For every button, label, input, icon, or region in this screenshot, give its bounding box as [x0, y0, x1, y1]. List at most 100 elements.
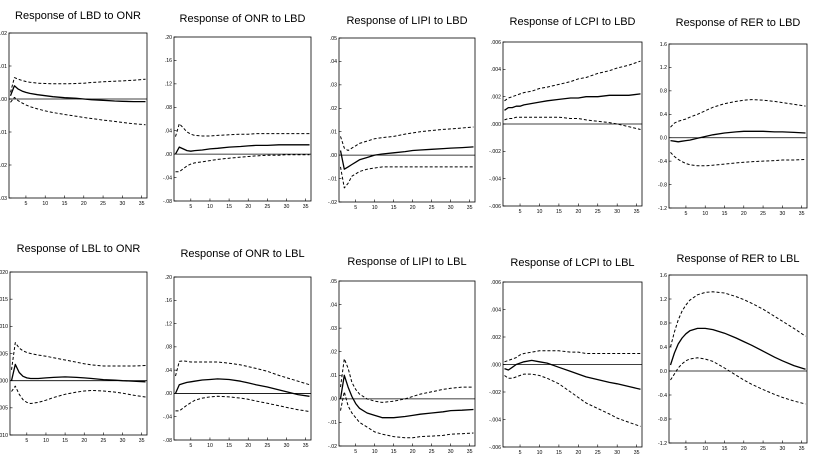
x-tick-label: 5	[519, 450, 522, 456]
y-tick-label: -.01	[328, 176, 337, 182]
plot-frame	[668, 274, 808, 444]
x-tick-label: 5	[684, 446, 687, 452]
y-tick-label: .20	[165, 275, 172, 281]
y-tick-label: .20	[165, 35, 172, 41]
y-tick-label: .08	[165, 105, 172, 111]
y-tick-label: .01	[0, 64, 7, 70]
y-tick-label: -.002	[489, 149, 501, 155]
y-tick-label: .08	[165, 345, 172, 351]
chart-title: Response of LIPI to LBD	[346, 15, 467, 27]
y-tick-label: .01	[330, 373, 337, 379]
y-tick-label: -.006	[489, 445, 501, 451]
x-tick-label: 10	[537, 209, 543, 215]
y-tick-label: .16	[165, 58, 172, 64]
y-tick-label: .00	[165, 391, 172, 397]
x-tick-label: 10	[207, 443, 213, 449]
x-tick-label: 15	[391, 205, 397, 211]
x-tick-label: 15	[556, 209, 562, 215]
y-tick-label: -.010	[0, 433, 8, 439]
chart-title: Response of LBL to ONR	[17, 243, 141, 255]
x-tick-label: 5	[24, 201, 27, 207]
x-tick-label: 15	[391, 449, 397, 455]
plot-frame	[338, 280, 476, 447]
x-tick-label: 25	[100, 438, 106, 444]
y-tick-label: -.004	[489, 417, 501, 423]
plot-frame	[338, 37, 476, 203]
x-tick-label: 10	[372, 205, 378, 211]
response-line	[669, 327, 806, 370]
y-tick-label: 1.2	[660, 65, 667, 71]
response-line	[174, 144, 310, 155]
upper-band-line	[10, 77, 146, 93]
y-tick-label: -0.4	[658, 393, 667, 399]
irf-panel-6: Response of LBL to ONR -.010 -.005 .000 .005…	[0, 243, 148, 444]
response-line	[504, 93, 641, 111]
y-tick-label: .00	[0, 97, 7, 103]
x-tick-label: 35	[634, 450, 640, 456]
x-tick-label: 10	[43, 438, 49, 444]
x-tick-label: 15	[722, 211, 728, 217]
chart-title: Response of ONR to LBL	[180, 248, 304, 260]
x-tick-label: 15	[62, 438, 68, 444]
x-tick-label: 30	[284, 443, 290, 449]
x-tick-label: 30	[779, 211, 785, 217]
x-tick-label: 30	[448, 205, 454, 211]
x-tick-label: 35	[303, 443, 309, 449]
x-tick-label: 25	[760, 211, 766, 217]
plot-frame	[173, 276, 312, 441]
y-tick-label: -.004	[489, 176, 501, 182]
y-tick-label: .015	[0, 297, 8, 303]
y-tick-label: .04	[330, 59, 337, 65]
x-tick-label: 35	[467, 449, 473, 455]
x-tick-label: 5	[354, 205, 357, 211]
x-tick-label: 15	[722, 446, 728, 452]
response-line	[10, 363, 146, 383]
x-tick-label: 5	[519, 209, 522, 215]
y-tick-label: .12	[165, 321, 172, 327]
y-tick-label: 0.4	[660, 345, 667, 351]
x-tick-label: 5	[25, 438, 28, 444]
x-tick-label: 20	[741, 211, 747, 217]
x-tick-label: 20	[410, 205, 416, 211]
y-tick-label: 0.0	[660, 369, 667, 375]
y-tick-label: .03	[330, 83, 337, 89]
y-tick-label: .000	[0, 378, 8, 384]
x-tick-label: 20	[741, 446, 747, 452]
lower-band-line	[175, 154, 310, 173]
lower-band-line	[504, 373, 641, 427]
x-tick-label: 20	[410, 449, 416, 455]
x-tick-label: 10	[537, 450, 543, 456]
y-tick-label: 1.6	[660, 42, 667, 48]
y-tick-label: -.01	[328, 420, 337, 426]
x-tick-label: 15	[62, 201, 68, 207]
y-tick-label: -.006	[489, 204, 501, 210]
y-tick-label: -.08	[163, 199, 172, 205]
y-tick-label: -0.8	[658, 417, 667, 423]
lower-band-line	[504, 116, 641, 130]
x-tick-label: 10	[207, 204, 213, 210]
irf-panel-3: Response of LIPI to LBD -.02 -.01 .00 .01 .02…	[328, 15, 476, 211]
x-tick-label: 5	[189, 443, 192, 449]
y-tick-label: .002	[491, 94, 501, 100]
y-tick-label: 0.4	[660, 112, 667, 118]
y-tick-label: -.03	[0, 196, 7, 202]
irf-panel-10: Response of RER to LBL -1.2 -0.8 -0.4 0.0 0.4…	[658, 253, 808, 452]
upper-band-line	[340, 126, 474, 151]
y-tick-label: -.02	[328, 444, 337, 450]
y-tick-label: .00	[165, 152, 172, 158]
y-tick-label: -.04	[163, 415, 172, 421]
y-tick-label: .000	[491, 122, 501, 128]
chart-title: Response of LIPI to LBL	[347, 256, 466, 268]
x-tick-label: 20	[575, 209, 581, 215]
lower-band-line	[670, 152, 806, 167]
irf-panel-4: Response of LCPI to LBD -.006 -.004 -.002 .0…	[489, 16, 643, 215]
y-tick-label: .04	[165, 368, 172, 374]
x-tick-label: 20	[245, 204, 251, 210]
y-tick-label: -.01	[0, 130, 7, 136]
upper-band-line	[11, 342, 146, 370]
y-tick-label: 0.8	[660, 89, 667, 95]
y-tick-label: 1.6	[660, 273, 667, 279]
x-tick-label: 30	[779, 446, 785, 452]
y-tick-label: .010	[0, 324, 8, 330]
x-tick-label: 20	[245, 443, 251, 449]
